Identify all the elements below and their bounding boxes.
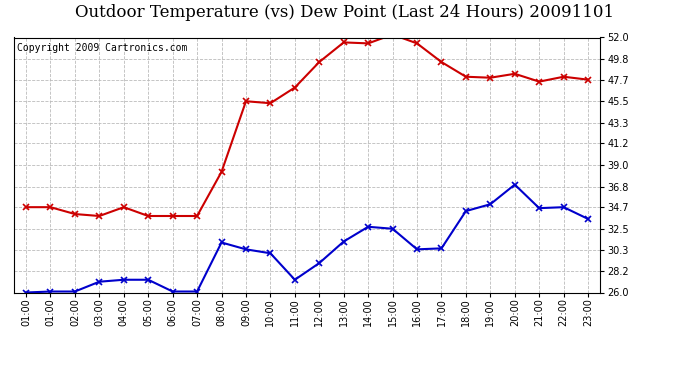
Text: Copyright 2009 Cartronics.com: Copyright 2009 Cartronics.com <box>17 43 187 52</box>
Text: Outdoor Temperature (vs) Dew Point (Last 24 Hours) 20091101: Outdoor Temperature (vs) Dew Point (Last… <box>75 4 615 21</box>
